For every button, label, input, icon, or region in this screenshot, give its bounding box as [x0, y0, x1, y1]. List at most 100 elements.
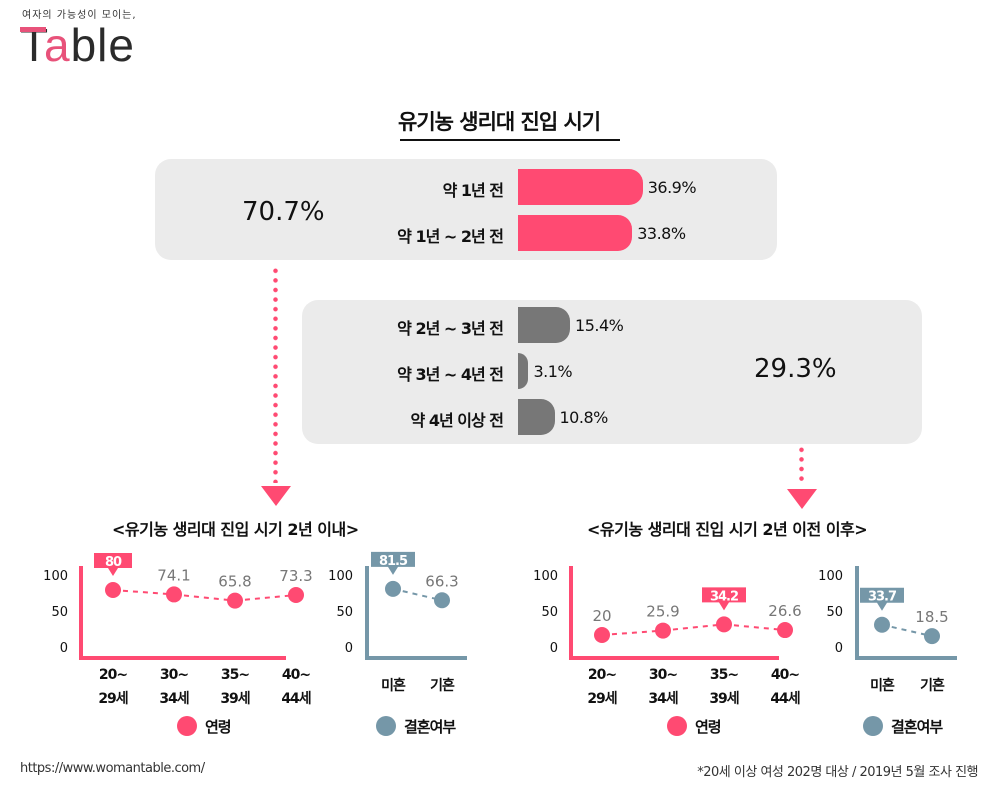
highlight-value-label: 34.2: [710, 589, 738, 604]
highlight-flag: [371, 551, 415, 575]
y-tick-label: 0: [60, 641, 68, 656]
footer-survey-note: *20세 이상 여성 202명 대상 / 2019년 5월 조사 진행: [697, 765, 978, 780]
highlight-flag: [94, 553, 132, 576]
connector-line: [723, 623, 786, 632]
logo-letters-rest: ble: [70, 19, 135, 71]
x-tick-label: 40~: [282, 667, 310, 683]
before-bar-value: 10.8%: [559, 408, 609, 427]
legend-swatch: [376, 716, 396, 736]
x-tick-label: 34세: [648, 691, 677, 707]
connector-line: [601, 629, 664, 636]
data-point: [874, 616, 890, 633]
y-tick-label: 50: [826, 605, 843, 620]
data-point: [655, 622, 671, 639]
within-bar-value: 33.8%: [637, 224, 686, 243]
total-within-2-years: 70.7%: [242, 197, 325, 227]
data-point: [385, 580, 401, 597]
y-tick-label: 0: [550, 641, 558, 656]
y-tick-label: 50: [541, 605, 558, 620]
within-bar-value: 36.9%: [647, 178, 697, 197]
x-tick-label: 30~: [160, 667, 188, 683]
data-value-label: 26.6: [768, 602, 801, 620]
y-tick-label: 100: [328, 569, 353, 584]
data-value-label: 25.9: [646, 603, 679, 621]
subtitle-over-2-years: <유기농 생리대 진입 시기 2년 이전 이후>: [587, 520, 868, 539]
x-tick-label: 35~: [710, 667, 738, 683]
dotted-connector-left: [273, 266, 278, 483]
x-tick-label: 39세: [220, 691, 249, 707]
before-bar: [518, 307, 571, 343]
highlight-flag: [860, 587, 904, 611]
y-tick-label: 100: [533, 569, 558, 584]
data-point: [434, 592, 450, 609]
legend-swatch: [863, 716, 883, 736]
total-over-2-years: 29.3%: [754, 354, 837, 384]
x-tick-label: 미혼: [870, 677, 895, 694]
x-tick-label: 40~: [771, 667, 799, 683]
title-underline: [400, 139, 620, 141]
y-tick-label: 50: [336, 605, 353, 620]
within-bar-label: 약 1년 ~ 2년 전: [397, 227, 504, 246]
connector-line: [112, 589, 175, 596]
highlight-value-label: 80: [105, 555, 122, 570]
brand-logo: Table: [20, 22, 135, 68]
connector-line: [173, 593, 236, 602]
footer-url[interactable]: https://www.womantable.com/: [20, 761, 205, 776]
x-tick-label: 20~: [99, 667, 127, 683]
panel-within-2-years: [155, 159, 777, 260]
data-point: [288, 587, 304, 604]
before-bar-value: 3.1%: [533, 362, 573, 381]
legend-label: 연령: [205, 718, 231, 736]
before-bar: [518, 399, 555, 435]
legend-label: 연령: [695, 718, 721, 736]
data-value-label: 66.3: [425, 572, 458, 590]
y-tick-label: 0: [345, 641, 353, 656]
x-tick-label: 기혼: [430, 677, 455, 694]
x-tick-label: 20~: [588, 667, 616, 683]
within-bar: [518, 215, 633, 251]
before-bar: [518, 353, 529, 389]
before-bar-value: 15.4%: [575, 316, 624, 335]
highlight-value-label: 33.7: [868, 590, 897, 605]
x-tick-label: 기혼: [920, 677, 945, 694]
legend-swatch: [177, 716, 197, 736]
within-bar: [518, 169, 643, 205]
data-point: [777, 622, 793, 639]
legend-label: 결혼여부: [891, 718, 943, 736]
x-tick-label: 44세: [281, 691, 310, 707]
data-value-label: 73.3: [279, 567, 312, 585]
data-point: [166, 586, 182, 603]
data-value-label: 74.1: [157, 566, 190, 584]
highlight-flag: [702, 587, 746, 611]
logo-letter-t: T: [20, 19, 44, 71]
logo-tagline: 여자의 가능성이 모이는,: [22, 10, 137, 21]
main-title: 유기농 생리대 진입 시기: [398, 110, 601, 134]
highlight-value-label: 81.5: [379, 554, 408, 569]
x-tick-label: 39세: [709, 691, 738, 707]
connector-line: [392, 587, 443, 602]
data-value-label: 65.8: [218, 573, 251, 591]
connector-line: [881, 623, 933, 638]
before-bar-label: 약 4년 이상 전: [410, 411, 504, 430]
panel-over-2-years: [302, 300, 922, 444]
data-point: [594, 627, 610, 643]
within-bar-label: 약 1년 전: [442, 181, 504, 200]
arrow-down-icon: [261, 486, 291, 506]
dotted-connector-right: [799, 445, 804, 483]
data-value-label: 20: [592, 607, 611, 625]
data-point: [227, 592, 243, 609]
arrow-down-icon: [787, 489, 817, 509]
y-tick-label: 50: [51, 605, 68, 620]
subtitle-within-2-years: <유기농 생리대 진입 시기 2년 이내>: [112, 520, 359, 539]
y-tick-label: 0: [835, 641, 843, 656]
y-tick-label: 100: [43, 569, 68, 584]
before-bar-label: 약 2년 ~ 3년 전: [397, 319, 504, 338]
connector-line: [234, 594, 297, 602]
data-point: [924, 628, 940, 645]
x-tick-label: 34세: [159, 691, 188, 707]
y-tick-label: 100: [818, 569, 843, 584]
data-point: [105, 582, 121, 598]
connector-line: [662, 623, 725, 632]
legend-label: 결혼여부: [404, 718, 456, 736]
